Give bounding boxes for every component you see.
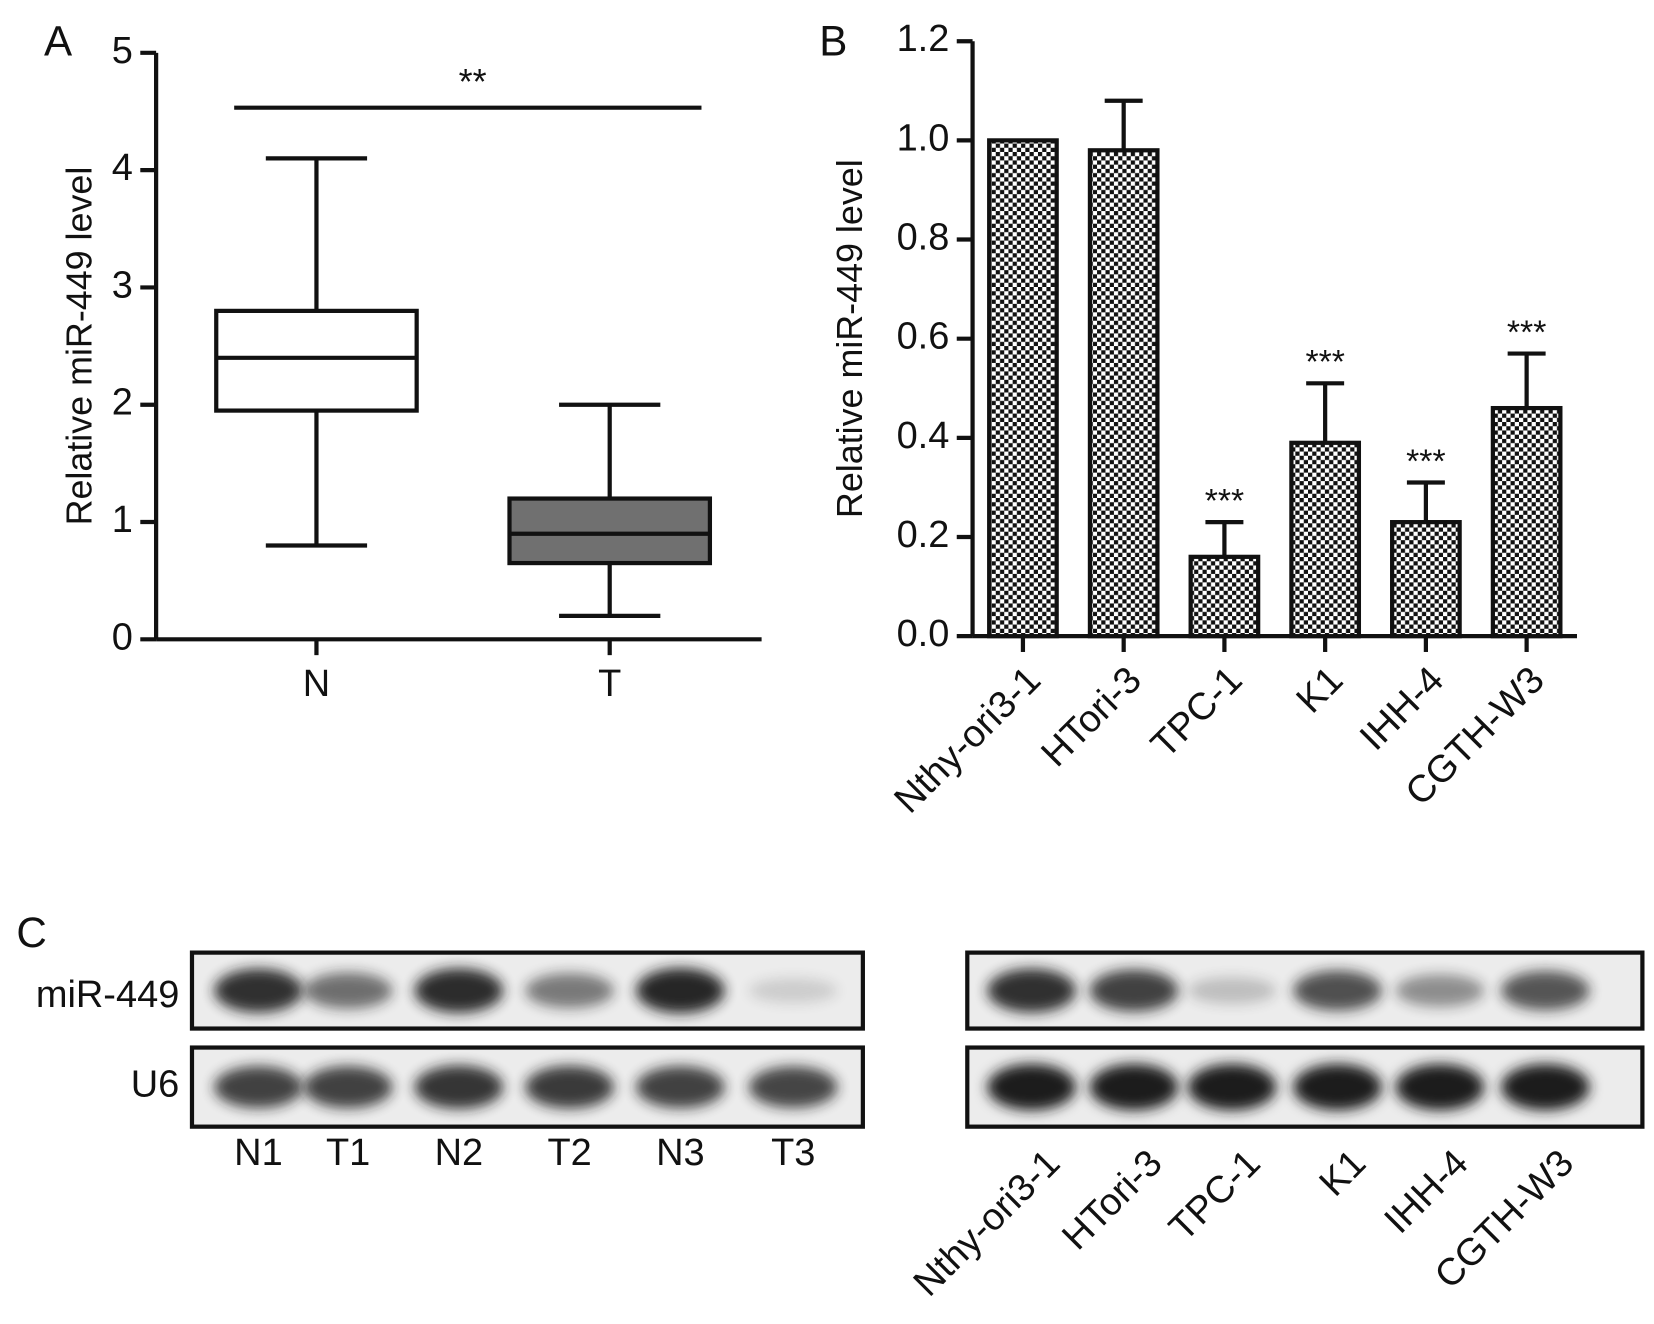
lane-label: T1 xyxy=(326,1132,370,1174)
figure-layer: A 0 1 2 3 4 5 Relative miR-449 level N T ** B 0.0 0.2… xyxy=(16,18,1645,1305)
significance-label: *** xyxy=(1507,313,1546,351)
blot-frame xyxy=(965,1045,1645,1129)
panel-label: B xyxy=(819,18,847,65)
y-tick-label: 0.4 xyxy=(897,415,950,457)
blot-band xyxy=(748,978,838,1004)
box xyxy=(214,308,419,413)
blot-band xyxy=(1187,1063,1277,1111)
lane-label: N3 xyxy=(656,1132,705,1174)
y-tick-label: 5 xyxy=(112,30,133,72)
x-tick-label: HTori-3 xyxy=(1034,659,1150,775)
panel-label: A xyxy=(44,18,73,65)
blot-band xyxy=(525,1065,614,1109)
y-tick-label: 0 xyxy=(112,616,133,658)
significance-label: *** xyxy=(1406,442,1445,480)
lane-label: Nthy-ori3-1 xyxy=(906,1142,1068,1304)
blot-band xyxy=(1089,1063,1179,1111)
blot-frame xyxy=(965,950,1645,1031)
lane-label: T3 xyxy=(771,1132,815,1174)
blot-band xyxy=(1187,977,1277,1004)
blot-band xyxy=(214,968,303,1013)
lane-label: IHH-4 xyxy=(1377,1142,1477,1242)
y-tick-label: 2 xyxy=(112,382,133,424)
blot-band xyxy=(987,1063,1076,1111)
row-label: miR-449 xyxy=(36,974,179,1016)
bar xyxy=(1087,148,1160,639)
lane-label: N2 xyxy=(435,1132,484,1174)
x-tick-label: T xyxy=(598,663,621,705)
blot-band xyxy=(1293,1063,1382,1111)
significance-label: *** xyxy=(1305,343,1344,381)
box xyxy=(507,496,713,566)
row-label: U6 xyxy=(131,1064,180,1106)
lane-label: N1 xyxy=(234,1132,283,1174)
blot-band xyxy=(214,1066,303,1109)
blot-band xyxy=(636,1066,725,1109)
x-tick-label: N xyxy=(303,663,330,705)
y-tick-label: 0.0 xyxy=(897,613,950,655)
bar xyxy=(1390,520,1462,639)
y-tick-label: 1.2 xyxy=(897,18,950,60)
x-tick-label: Nthy-ori3-1 xyxy=(887,659,1049,821)
y-tick-label: 0.8 xyxy=(897,217,950,259)
blot-band xyxy=(303,972,393,1009)
bar xyxy=(1188,554,1261,639)
blot-band xyxy=(1293,970,1382,1011)
blot-band xyxy=(414,968,504,1013)
y-tick-label: 0.2 xyxy=(897,514,950,556)
y-tick-label: 1.0 xyxy=(897,117,950,159)
y-axis-label: Relative miR-449 level xyxy=(60,167,100,526)
blot-band xyxy=(414,1065,504,1109)
blot-band xyxy=(1501,1063,1590,1111)
significance-label: ** xyxy=(459,62,487,102)
blot-band xyxy=(525,973,614,1009)
blot-band xyxy=(1089,969,1179,1012)
blot-band xyxy=(1501,970,1590,1011)
blot-band xyxy=(987,968,1076,1013)
bar xyxy=(1289,440,1362,639)
lane-label: TPC-1 xyxy=(1161,1142,1268,1249)
blot-band xyxy=(636,968,725,1014)
y-tick-label: 1 xyxy=(112,499,133,541)
blot-band xyxy=(1395,974,1485,1007)
bar xyxy=(1490,405,1563,639)
x-tick-label: K1 xyxy=(1289,659,1352,722)
blot-frame xyxy=(189,950,865,1031)
y-axis-label: Relative miR-449 level xyxy=(830,159,870,518)
lane-label: HTori-3 xyxy=(1054,1142,1170,1258)
y-tick-label: 0.6 xyxy=(897,316,950,358)
blot-band xyxy=(1395,1063,1485,1111)
lane-label: T2 xyxy=(547,1132,591,1174)
y-tick-label: 4 xyxy=(112,147,133,189)
blot-band xyxy=(748,1066,838,1108)
panel-label: C xyxy=(16,909,46,956)
x-tick-label: TPC-1 xyxy=(1143,659,1250,766)
blot-frame xyxy=(189,1045,865,1129)
bar xyxy=(987,138,1059,639)
blot-band xyxy=(303,1066,393,1109)
significance-label: *** xyxy=(1205,482,1244,520)
y-tick-label: 3 xyxy=(112,264,133,306)
lane-label: K1 xyxy=(1312,1142,1375,1205)
